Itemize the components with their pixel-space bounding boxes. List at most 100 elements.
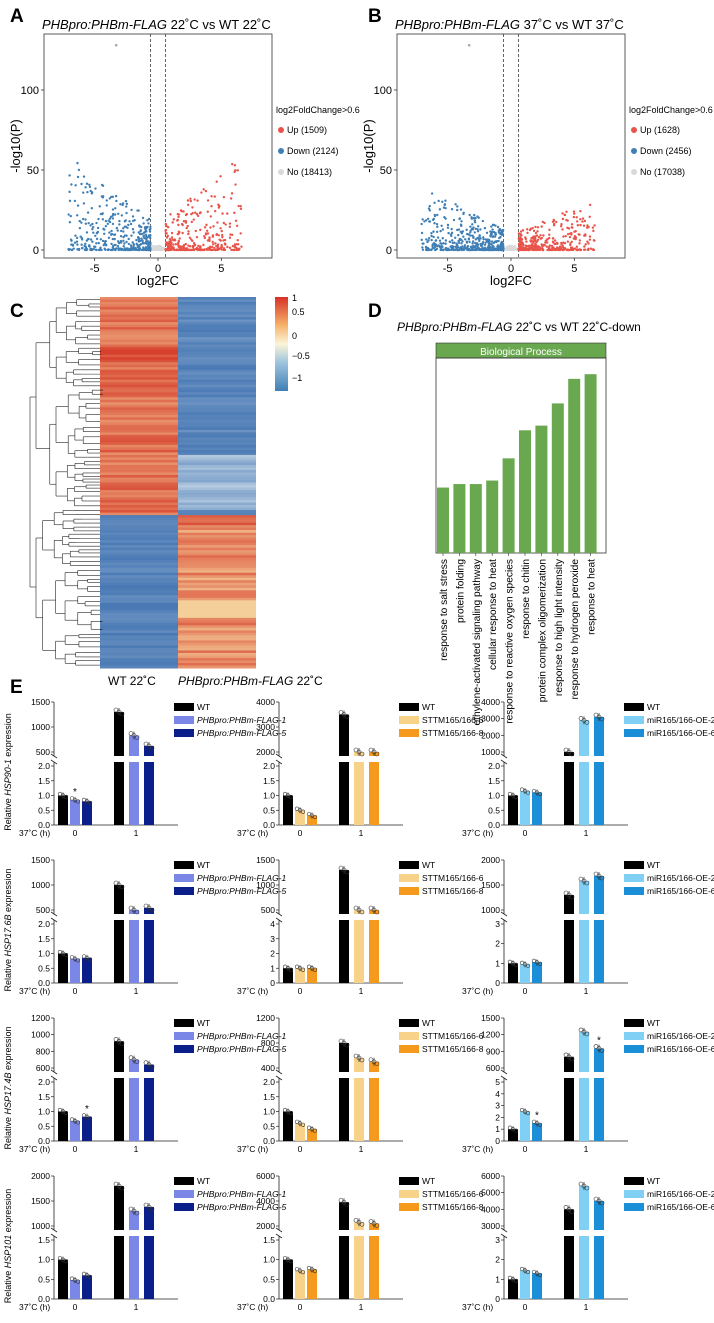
e-dot [374, 751, 380, 757]
point-down [492, 245, 495, 248]
go-bar [437, 487, 449, 553]
point-down [482, 236, 485, 239]
e-star: * [535, 1110, 539, 1121]
point-down [122, 244, 125, 248]
point-up [578, 239, 582, 242]
point-down [469, 231, 472, 234]
heatmap-cell [100, 454, 178, 458]
heatmap-cell [100, 495, 178, 499]
e-ytick-label: 600 [36, 1063, 50, 1073]
point-down [78, 219, 81, 223]
heatmap-cell [100, 625, 178, 629]
heatmap-cell [178, 545, 256, 549]
e-legend-entry: PHBpro:PHBm-FLAG-5 [197, 1202, 287, 1212]
e-ytick-label: 2000 [481, 730, 500, 740]
e-xlabel: 37˚C (h) [237, 1302, 268, 1312]
e-ytick-label: 3 [495, 919, 500, 929]
point-down [119, 202, 122, 206]
point-down [90, 207, 94, 210]
e-ytick-label: 0.0 [263, 820, 275, 830]
point-down [460, 242, 463, 245]
point-up [230, 248, 233, 252]
heatmap-cell [100, 577, 178, 581]
point-up [233, 211, 236, 215]
point-up [541, 244, 544, 248]
heatmap-cell [100, 377, 178, 381]
point-up [228, 246, 232, 250]
go-bar [469, 484, 482, 553]
point-down [68, 174, 71, 177]
point-down [485, 231, 489, 235]
go-bar [584, 374, 597, 553]
point-up [216, 246, 219, 250]
e-xlabel: 37˚C (h) [19, 1144, 50, 1154]
e-legend-swatch [399, 1203, 419, 1211]
point-down [444, 242, 447, 245]
heatmap-cell [100, 595, 178, 599]
e-ytick-label: 0.0 [263, 1294, 275, 1304]
e-xlabel: 37˚C (h) [237, 1144, 268, 1154]
point-up [558, 248, 561, 251]
y-tick-label: 50 [380, 165, 392, 177]
point-up [221, 235, 224, 239]
e-ytick-label: 0.0 [38, 1294, 50, 1304]
point-down [130, 208, 133, 212]
point-up [523, 248, 527, 252]
y-tick-label: 50 [27, 165, 39, 177]
heatmap-cell [178, 469, 256, 473]
heatmap-cell [178, 517, 256, 521]
point-no [151, 244, 154, 247]
heatmap-cell [100, 622, 178, 626]
e-ytick-label: 4 [495, 1089, 500, 1099]
heatmap-cell [100, 490, 178, 494]
heatmap-cell [100, 520, 178, 524]
e-ytick-label: 0.5 [263, 805, 275, 815]
point-up [233, 164, 237, 167]
point-down [74, 184, 77, 187]
heatmap-cell [100, 422, 178, 426]
point-down [446, 226, 450, 229]
point-down [80, 221, 83, 224]
point-down [140, 248, 144, 252]
point-down [67, 248, 71, 252]
point-down [120, 248, 123, 252]
point-down [72, 247, 75, 250]
e-break [50, 917, 58, 923]
point-up [165, 232, 168, 235]
point-down [91, 222, 94, 226]
point-down [138, 232, 142, 236]
point-down [433, 248, 437, 252]
point-up [206, 210, 209, 213]
point-down [75, 240, 79, 243]
heatmap-cell [100, 312, 178, 316]
point-up [551, 237, 555, 240]
heatmap-cell [100, 417, 178, 421]
heatmap-cell [178, 600, 256, 604]
heatmap-cell [178, 530, 256, 534]
heatmap-cell [100, 500, 178, 504]
e-bar-1h-lower [339, 1236, 349, 1299]
e-bar-0h [70, 958, 80, 983]
point-down [80, 182, 83, 186]
point-down [130, 234, 133, 237]
point-up [532, 236, 535, 240]
e-ylabel-part: expression [3, 868, 13, 914]
e-bar-1h-upper [564, 1209, 574, 1230]
heatmap-cell [178, 354, 256, 358]
point-up [199, 211, 202, 214]
heatmap-cell [178, 367, 256, 371]
point-down [468, 213, 471, 217]
e-dot [569, 1209, 575, 1214]
e-dot [63, 1110, 69, 1116]
point-down [447, 231, 450, 235]
panel-letter-c: C [10, 301, 24, 322]
point-down [134, 248, 137, 251]
e-legend-swatch [399, 861, 419, 869]
heatmap-cell [178, 637, 256, 641]
point-down [114, 207, 117, 210]
point-up [206, 199, 210, 202]
point-down [441, 248, 445, 252]
heatmap-cell [178, 412, 256, 416]
point-down [148, 228, 151, 231]
point-up [231, 244, 235, 248]
